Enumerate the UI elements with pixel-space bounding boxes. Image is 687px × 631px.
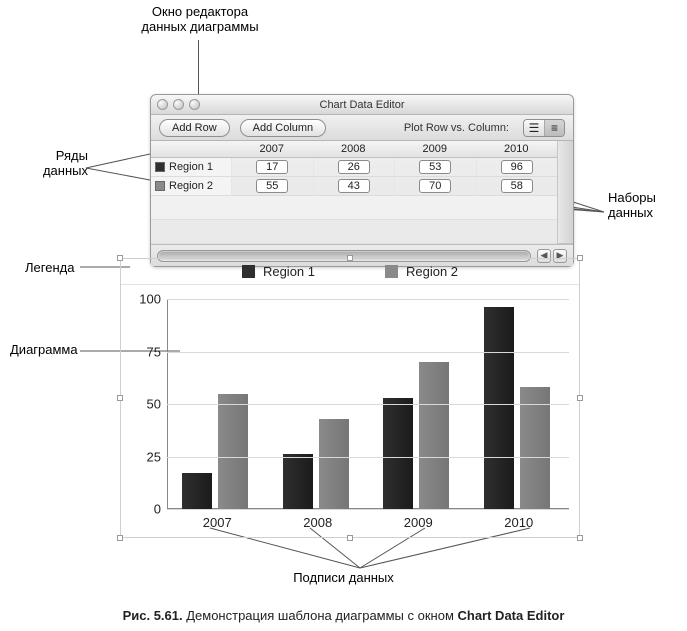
caption-bold: Chart Data Editor bbox=[458, 608, 565, 623]
data-cell[interactable]: 58 bbox=[476, 177, 558, 196]
annotation-chart: Диаграмма bbox=[10, 342, 78, 357]
caption-text: Демонстрация шаблона диаграммы с окном bbox=[186, 608, 457, 623]
selection-handle[interactable] bbox=[577, 255, 583, 261]
selection-handle[interactable] bbox=[117, 535, 123, 541]
bar bbox=[319, 419, 349, 509]
plot-row-vs-column-label: Plot Row vs. Column: bbox=[404, 122, 509, 134]
gridline bbox=[167, 299, 569, 300]
grid-corner bbox=[151, 141, 231, 158]
data-grid: 2007 2008 2009 2010 Region 1 17 26 53 96… bbox=[151, 141, 573, 266]
bar bbox=[218, 394, 248, 510]
legend-label: Region 1 bbox=[263, 264, 315, 279]
y-tick-label: 75 bbox=[129, 344, 161, 359]
data-cell[interactable]: 26 bbox=[313, 158, 395, 177]
annotation-editor-line bbox=[198, 40, 199, 94]
row-header[interactable]: Region 2 bbox=[151, 177, 231, 196]
bar bbox=[182, 473, 212, 509]
legend-item: Region 1 bbox=[242, 264, 315, 279]
chart-data-editor-window: Chart Data Editor Add Row Add Column Plo… bbox=[150, 94, 574, 267]
add-column-button[interactable]: Add Column bbox=[240, 119, 327, 137]
data-cell[interactable]: 55 bbox=[231, 177, 313, 196]
gridline bbox=[167, 457, 569, 458]
selection-handle[interactable] bbox=[347, 255, 353, 261]
legend-swatch-icon bbox=[385, 265, 398, 278]
window-titlebar[interactable]: Chart Data Editor bbox=[151, 95, 573, 115]
gridline bbox=[167, 352, 569, 353]
y-tick-label: 0 bbox=[129, 502, 161, 517]
annotation-datasets: Наборы данных bbox=[608, 190, 678, 220]
gridline bbox=[167, 404, 569, 405]
selection-handle[interactable] bbox=[347, 535, 353, 541]
gridline bbox=[167, 509, 569, 510]
col-header[interactable]: 2009 bbox=[394, 141, 476, 158]
bar bbox=[419, 362, 449, 509]
vertical-scrollbar[interactable] bbox=[557, 141, 573, 244]
data-cell[interactable]: 17 bbox=[231, 158, 313, 177]
figure-root: { "annotations": { "editor_title": "Окно… bbox=[0, 0, 687, 631]
data-cell[interactable]: 96 bbox=[476, 158, 558, 177]
y-tick-label: 25 bbox=[129, 449, 161, 464]
editor-toolbar: Add Row Add Column Plot Row vs. Column: … bbox=[151, 115, 573, 141]
data-cell[interactable]: 43 bbox=[313, 177, 395, 196]
x-tick-label: 2010 bbox=[480, 509, 558, 530]
y-tick-label: 100 bbox=[129, 292, 161, 307]
plot-by-column-icon[interactable]: ≡ bbox=[544, 120, 564, 136]
minimize-icon[interactable] bbox=[173, 99, 184, 110]
caption-prefix: Рис. 5.61. bbox=[123, 608, 183, 623]
col-header[interactable]: 2010 bbox=[476, 141, 558, 158]
x-tick-label: 2009 bbox=[379, 509, 457, 530]
chart-legend: Region 1 Region 2 bbox=[121, 259, 579, 285]
selection-handle[interactable] bbox=[577, 535, 583, 541]
bar bbox=[283, 454, 313, 509]
chart-plot-area: 2007200820092010 0255075100 bbox=[167, 299, 569, 509]
y-tick-label: 50 bbox=[129, 397, 161, 412]
annotation-editor-window: Окно редактора данных диаграммы bbox=[110, 4, 290, 34]
plot-orientation-segmented[interactable]: ☰ ≡ bbox=[523, 119, 565, 137]
window-traffic-lights[interactable] bbox=[157, 99, 200, 110]
legend-item: Region 2 bbox=[385, 264, 458, 279]
data-cell[interactable]: 53 bbox=[394, 158, 476, 177]
legend-label: Region 2 bbox=[406, 264, 458, 279]
legend-swatch-icon bbox=[242, 265, 255, 278]
annotation-rows: Ряды данных bbox=[8, 148, 88, 178]
figure-caption: Рис. 5.61. Демонстрация шаблона диаграмм… bbox=[0, 608, 687, 623]
close-icon[interactable] bbox=[157, 99, 168, 110]
selection-handle[interactable] bbox=[117, 255, 123, 261]
series-name: Region 1 bbox=[169, 161, 213, 173]
series-swatch-icon bbox=[155, 162, 165, 172]
empty-row bbox=[151, 196, 557, 220]
selection-handle[interactable] bbox=[577, 395, 583, 401]
zoom-icon[interactable] bbox=[189, 99, 200, 110]
row-header[interactable]: Region 1 bbox=[151, 158, 231, 177]
chart-container[interactable]: Region 1 Region 2 2007200820092010 02550… bbox=[120, 258, 580, 538]
window-title: Chart Data Editor bbox=[320, 99, 405, 111]
series-name: Region 2 bbox=[169, 180, 213, 192]
bar bbox=[383, 398, 413, 509]
data-cell[interactable]: 70 bbox=[394, 177, 476, 196]
series-swatch-icon bbox=[155, 181, 165, 191]
bar bbox=[484, 307, 514, 509]
plot-by-row-icon[interactable]: ☰ bbox=[524, 120, 544, 136]
add-row-button[interactable]: Add Row bbox=[159, 119, 230, 137]
empty-row bbox=[151, 220, 557, 244]
col-header[interactable]: 2008 bbox=[313, 141, 395, 158]
col-header[interactable]: 2007 bbox=[231, 141, 313, 158]
x-tick-label: 2008 bbox=[279, 509, 357, 530]
bar bbox=[520, 387, 550, 509]
selection-handle[interactable] bbox=[117, 395, 123, 401]
x-tick-label: 2007 bbox=[178, 509, 256, 530]
annotation-legend: Легенда bbox=[25, 260, 74, 275]
annotation-xlabels: Подписи данных bbox=[0, 570, 687, 585]
